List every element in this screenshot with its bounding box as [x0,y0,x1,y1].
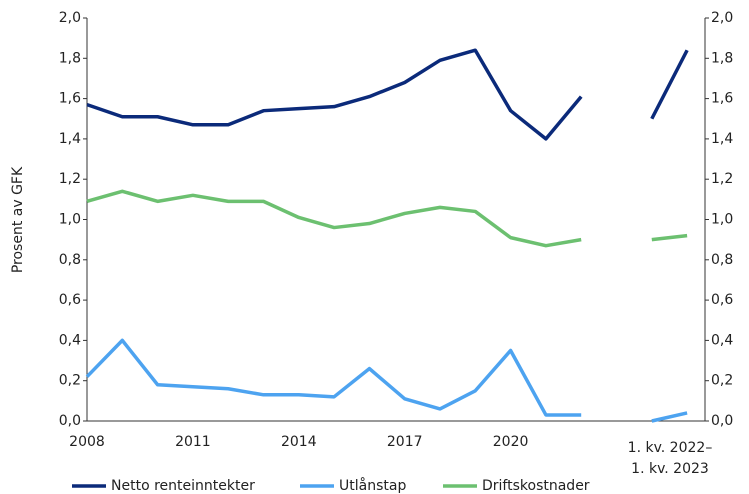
x-tick-label: 2011 [175,434,211,450]
series-line [85,338,688,423]
x-period-label: 1. kv. 2022– [628,440,713,456]
legend-label: Utlånstap [339,477,406,494]
legend-label: Driftskostnader [482,478,590,494]
y2-tick-label: 1,2 [711,171,733,187]
x-period-label: 1. kv. 2023 [631,461,709,477]
y2-tick-label: 1,8 [711,50,733,66]
y-axis-label: Prosent av GFK [10,166,26,273]
y2-tick-label: 0,6 [711,292,733,308]
y2-tick-label: 1,4 [711,131,733,147]
y-tick-label: 0,4 [59,332,81,348]
y2-tick-label: 2,0 [711,10,733,26]
y-tick-label: 0,2 [59,373,81,389]
y-tick-label: 0,8 [59,252,81,268]
y-tick-label: 1,8 [59,50,81,66]
x-tick-label: 2017 [387,434,423,450]
y2-tick-label: 0,4 [711,332,733,348]
legend-label: Netto renteinntekter [111,478,255,494]
y2-tick-label: 0,2 [711,373,733,389]
y-tick-label: 2,0 [59,10,81,26]
y2-tick-label: 1,0 [711,212,733,228]
y2-tick-label: 0,0 [711,413,733,429]
series-line [86,48,689,141]
y-tick-label: 1,6 [59,91,81,107]
y-tick-label: 1,4 [59,131,81,147]
x-tick-label: 2020 [493,434,529,450]
y-tick-label: 0,6 [59,292,81,308]
y-tick-label: 0,0 [59,413,81,429]
y2-tick-label: 0,8 [711,252,733,268]
y2-tick-label: 1,6 [711,91,733,107]
x-tick-label: 2008 [69,434,105,450]
y-tick-label: 1,0 [59,212,81,228]
x-tick-label: 2014 [281,434,317,450]
y-tick-label: 1,2 [59,171,81,187]
series-line [86,189,688,248]
